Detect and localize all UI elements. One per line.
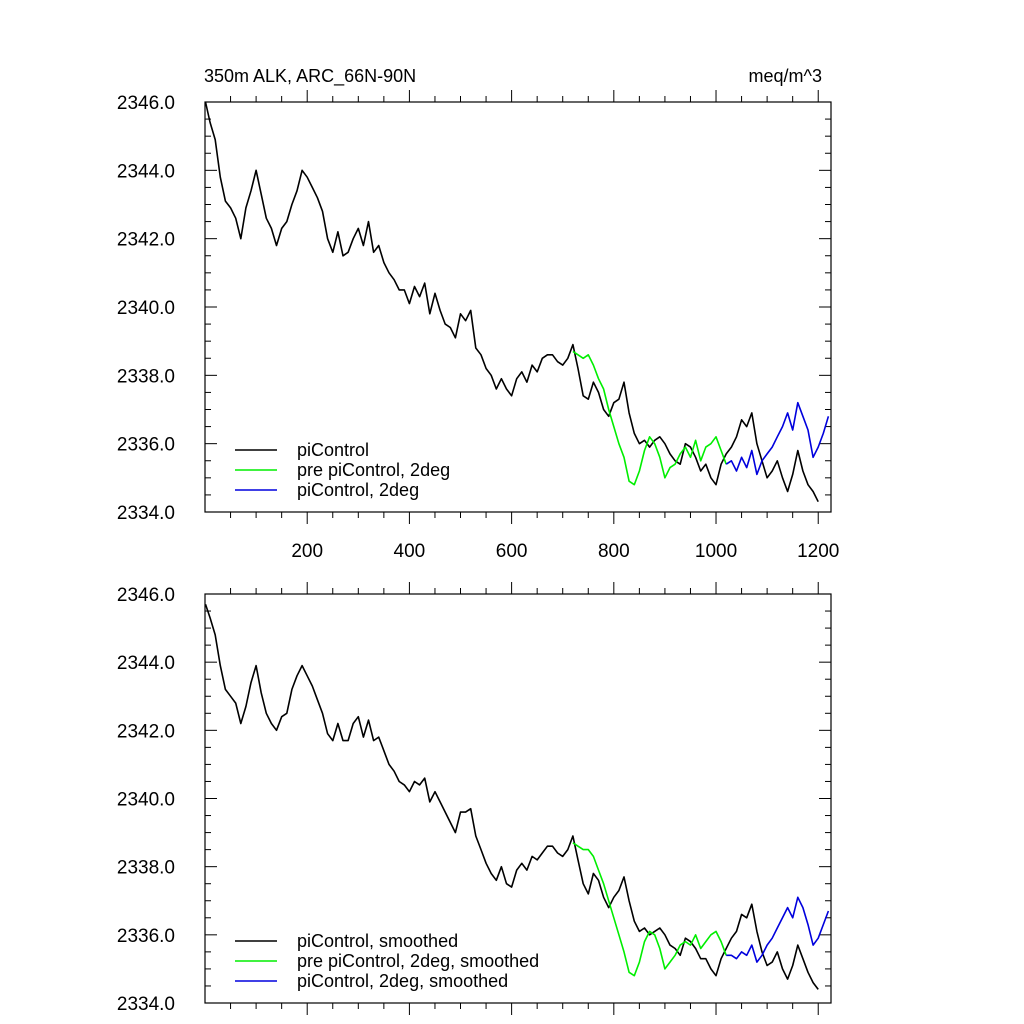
y-tick-label: 2334.0 (117, 503, 175, 524)
plot-panel-bottom: 2346.0 2344.0 2342.0 2340.0 2338.0 2336.0 2334… (117, 582, 832, 1015)
legend-label: piControl, 2deg, smoothed (297, 971, 508, 991)
series-line (726, 896, 830, 963)
x-tick-label: 200 (291, 541, 323, 562)
x-tick-label: 1200 (797, 541, 839, 562)
y-tick-label: 2334.0 (117, 994, 175, 1015)
plot-panel-top: 2346.0 2344.0 2342.0 2340.0 2338.0 2336.0 2334… (117, 90, 839, 562)
x-tick-label: 800 (598, 541, 630, 562)
legend-label: piControl, 2deg (297, 480, 419, 500)
y-tick-label: 2338.0 (117, 366, 175, 387)
y-tick-label: 2340.0 (117, 298, 175, 319)
x-tick-label: 400 (394, 541, 426, 562)
y-tick-label: 2336.0 (117, 435, 175, 456)
series-line (725, 401, 830, 476)
y-tick-label: 2346.0 (117, 93, 175, 114)
legend-label: pre piControl, 2deg (297, 460, 450, 480)
legend-label: piControl, smoothed (297, 931, 458, 951)
chart-title: 350m ALK, ARC_66N-90N (204, 66, 416, 87)
series-line (204, 101, 819, 503)
y-tick-label: 2342.0 (117, 721, 175, 742)
y-tick-label: 2342.0 (117, 230, 175, 251)
y-tick-label: 2346.0 (117, 585, 175, 606)
y-tick-label: 2338.0 (117, 858, 175, 879)
series-line (204, 603, 819, 990)
y-tick-label: 2344.0 (117, 653, 175, 674)
y-tick-label: 2340.0 (117, 790, 175, 811)
y-tick-label: 2344.0 (117, 161, 175, 182)
series-line (572, 842, 727, 977)
y-tick-label: 2336.0 (117, 926, 175, 947)
units-label: meq/m^3 (749, 66, 822, 86)
series-line (572, 350, 727, 486)
x-tick-label: 600 (496, 541, 528, 562)
x-tick-label: 1000 (695, 541, 737, 562)
legend-label: pre piControl, 2deg, smoothed (297, 951, 539, 971)
legend-label: piControl (297, 440, 369, 460)
